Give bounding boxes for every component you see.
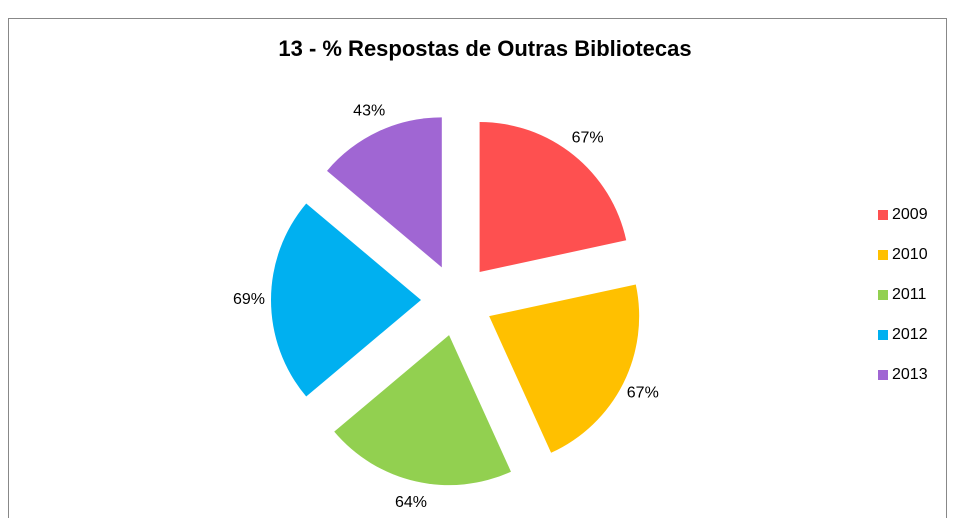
legend-swatch [878,330,888,340]
legend-label: 2011 [892,286,927,303]
legend-label: 2013 [892,366,928,383]
chart-title: 13 - % Respostas de Outras Bibliotecas [278,36,691,61]
legend-swatch [878,250,888,260]
legend-swatch [878,290,888,300]
pie-slice [479,121,627,272]
pie-slice [489,284,640,453]
data-label: 43% [353,103,385,120]
pie-slice [334,335,511,486]
legend-label: 2009 [892,206,928,223]
pie-slice [270,203,421,397]
legend-swatch [878,210,888,220]
data-label: 64% [395,494,427,511]
legend-swatch [878,370,888,380]
data-label: 69% [233,291,265,308]
pie-slice [327,117,442,268]
data-label: 67% [572,129,604,146]
legend-label: 2010 [892,246,928,263]
data-label: 67% [627,385,659,402]
legend-label: 2012 [892,326,928,343]
